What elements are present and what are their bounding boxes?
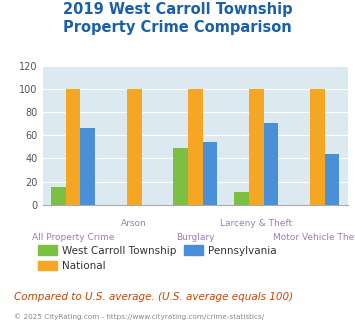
Bar [127,89,142,205]
Text: Motor Vehicle Theft: Motor Vehicle Theft [273,233,355,242]
Bar [310,89,325,205]
Text: Compared to U.S. average. (U.S. average equals 100): Compared to U.S. average. (U.S. average … [14,292,293,302]
Bar [234,192,249,205]
Bar [249,89,264,205]
Bar [173,148,188,205]
Text: Larceny & Theft: Larceny & Theft [220,219,293,228]
Bar [188,89,203,205]
Bar [325,154,339,205]
Bar [66,89,81,205]
Legend: West Carroll Township, National, Pennsylvania: West Carroll Township, National, Pennsyl… [34,241,281,275]
Text: © 2025 CityRating.com - https://www.cityrating.com/crime-statistics/: © 2025 CityRating.com - https://www.city… [14,314,264,320]
Bar [51,187,66,205]
Bar [203,142,217,205]
Bar [81,128,95,205]
Text: All Property Crime: All Property Crime [32,233,114,242]
Text: Arson: Arson [121,219,147,228]
Bar [264,123,278,205]
Text: 2019 West Carroll Township
Property Crime Comparison: 2019 West Carroll Township Property Crim… [63,2,292,35]
Text: Burglary: Burglary [176,233,214,242]
